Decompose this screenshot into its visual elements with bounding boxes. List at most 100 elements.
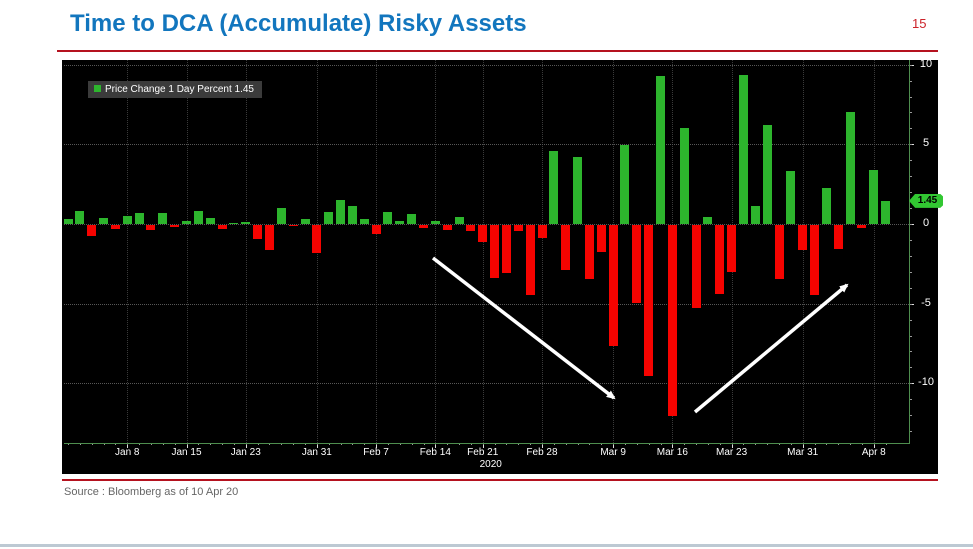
annotation-layer (431, 256, 849, 414)
bar (549, 150, 559, 224)
bar (312, 225, 322, 254)
y-axis-label: -5 (921, 296, 931, 309)
x-minor-tick (873, 443, 875, 445)
x-tick (482, 443, 484, 448)
x-gridline (802, 60, 804, 443)
x-axis-label: Feb 21 (467, 447, 499, 458)
x-minor-tick (648, 443, 650, 445)
x-minor-tick (68, 443, 69, 445)
x-minor-tick (553, 443, 555, 445)
x-minor-tick (364, 443, 366, 445)
y-gridline (64, 303, 911, 305)
x-minor-tick (127, 443, 129, 445)
x-axis-year-label: 2020 (479, 459, 502, 470)
y-minor-tick (909, 176, 912, 178)
x-minor-tick (731, 443, 733, 445)
bar (430, 221, 440, 224)
x-minor-tick (387, 443, 389, 445)
y-minor-tick (909, 192, 912, 194)
chart-legend: Price Change 1 Day Percent 1.45 (88, 81, 262, 98)
x-minor-tick (672, 443, 674, 445)
x-minor-tick (696, 443, 698, 445)
bar (217, 225, 227, 230)
x-axis-label: Jan 23 (230, 447, 261, 458)
x-axis-label: Mar 16 (656, 447, 688, 458)
x-gridline (542, 60, 543, 443)
y-minor-tick (909, 287, 912, 289)
bar (833, 225, 843, 250)
bar (632, 225, 642, 303)
x-minor-tick (316, 443, 318, 445)
x-minor-tick (139, 443, 141, 445)
bar (205, 217, 215, 224)
x-tick (873, 443, 875, 448)
source-divider (62, 479, 938, 481)
bar (276, 207, 286, 224)
bar (845, 112, 855, 224)
bar (727, 225, 737, 272)
drawdown-arrow (431, 256, 616, 400)
bar (454, 216, 464, 224)
x-gridline (127, 60, 129, 443)
bar (63, 219, 73, 224)
bar (501, 225, 511, 274)
x-minor-tick (482, 443, 484, 445)
x-tick (672, 443, 674, 448)
x-gridline (873, 60, 875, 443)
y-minor-tick (909, 351, 912, 353)
y-minor-tick (909, 383, 912, 385)
bar (229, 223, 239, 224)
y-minor-tick (909, 160, 912, 162)
x-minor-tick (589, 443, 591, 445)
x-minor-tick (802, 443, 804, 445)
x-minor-tick (435, 443, 437, 445)
x-minor-tick (719, 443, 721, 445)
x-axis-label: Feb 7 (363, 447, 389, 458)
bar (336, 200, 346, 224)
x-minor-tick (210, 443, 212, 445)
x-tick (316, 443, 318, 448)
bar (122, 216, 132, 224)
x-gridline (435, 60, 437, 443)
bar (110, 225, 120, 230)
x-minor-tick (707, 443, 709, 445)
x-minor-tick (340, 443, 342, 445)
bar (75, 210, 85, 224)
x-minor-tick (790, 443, 792, 445)
x-minor-tick (257, 443, 259, 445)
x-minor-tick (150, 443, 152, 445)
bar (478, 225, 488, 242)
x-axis-label: Feb 28 (526, 447, 558, 458)
y-axis-label: 5 (922, 137, 930, 150)
x-minor-tick (743, 443, 745, 445)
page-title: Time to DCA (Accumulate) Risky Assets (70, 10, 527, 37)
bar (407, 213, 417, 224)
x-axis-label: Apr 8 (861, 447, 886, 458)
y-minor-tick (909, 224, 912, 225)
bar (134, 213, 144, 224)
x-tick (435, 443, 437, 448)
bar (821, 187, 831, 224)
x-minor-tick (269, 443, 271, 445)
x-minor-tick (885, 443, 887, 445)
x-minor-tick (755, 443, 757, 445)
bar (620, 145, 630, 224)
bar (146, 225, 156, 230)
x-axis-line (64, 443, 910, 444)
source-note: Source : Bloomberg as of 10 Apr 20 (64, 486, 239, 498)
x-minor-tick (91, 443, 93, 445)
x-minor-tick (779, 443, 780, 445)
x-axis-label: Jan 31 (301, 447, 332, 458)
slide-bottom-border (0, 544, 973, 547)
last-value-tag: 1.45 (909, 193, 943, 208)
y-minor-tick (909, 335, 912, 337)
x-minor-tick (293, 443, 295, 445)
bar (762, 124, 772, 224)
y-minor-tick (909, 80, 912, 82)
x-minor-tick (826, 443, 828, 445)
bar (466, 225, 476, 232)
x-minor-tick (305, 443, 306, 445)
x-tick (245, 443, 247, 448)
x-minor-tick (245, 443, 247, 445)
